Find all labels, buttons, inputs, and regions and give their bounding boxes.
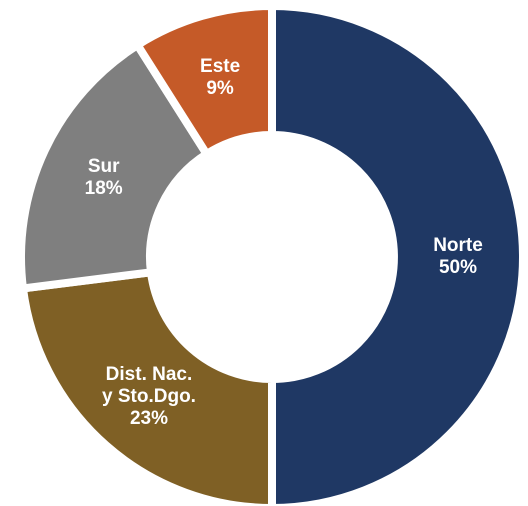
slice-label: Sur 18%: [85, 156, 123, 200]
slice-label: Este 9%: [200, 56, 240, 100]
slice-label: Norte 50%: [433, 235, 483, 279]
category-label: Este: [200, 56, 241, 78]
slice: [18, 267, 276, 506]
category-label: Sur: [87, 155, 120, 177]
percent-label: 50%: [438, 257, 478, 278]
slice: [17, 39, 213, 293]
category-label: Norte: [433, 235, 483, 256]
percent-label: 23%: [129, 407, 168, 429]
category-label: Dist. Nac. y Sto.Dgo.: [102, 363, 196, 407]
slice: [268, 1, 527, 506]
percent-label: 18%: [84, 177, 123, 199]
percent-label: 9%: [206, 78, 234, 100]
slice-label: Dist. Nac. y Sto.Dgo. 23%: [102, 364, 196, 430]
slice: [131, 1, 276, 160]
